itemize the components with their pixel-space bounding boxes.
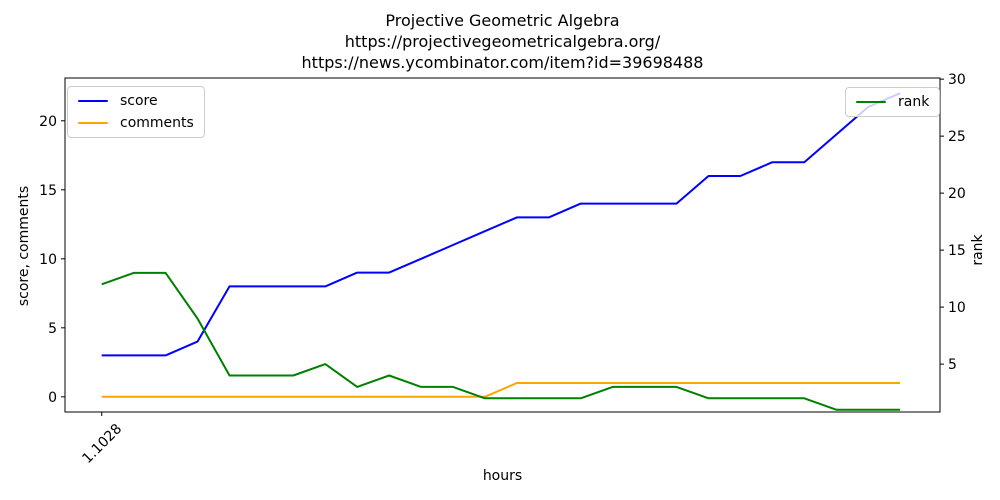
- rank-line: [101, 271, 901, 411]
- y-tick-label-right: 15: [948, 243, 966, 259]
- legend-item-score: score: [78, 93, 194, 109]
- y-tick-label-right: 10: [948, 300, 966, 316]
- legend-score-comments: score comments: [67, 86, 205, 138]
- y-tick-label-right: 30: [948, 72, 966, 88]
- chart-title: Projective Geometric Algebra https://pro…: [65, 10, 940, 73]
- comments-line-swatch: [78, 122, 108, 124]
- legend-label-rank: rank: [898, 94, 930, 110]
- y-tick-label-right: 20: [948, 186, 966, 202]
- y-tick-label-left: 0: [48, 390, 57, 406]
- rank-line-swatch: [856, 101, 886, 103]
- y-tick-label-left: 20: [39, 114, 57, 130]
- legend-item-rank: rank: [856, 94, 929, 110]
- score-line: [101, 92, 901, 357]
- y-axis-label-left: score, comments: [16, 185, 32, 307]
- plot-border: [64, 77, 941, 413]
- legend-label-comments: comments: [120, 115, 194, 131]
- title-line-main: Projective Geometric Algebra: [385, 11, 620, 30]
- title-line-article-url: https://projectivegeometricalgebra.org/: [344, 32, 661, 51]
- comments-line: [101, 382, 901, 398]
- legend-label-score: score: [120, 93, 158, 109]
- y-axis-label-right: rank: [970, 234, 986, 266]
- title-line-hn-url: https://news.ycombinator.com/item?id=396…: [301, 53, 704, 72]
- legend-rank: rank: [845, 87, 941, 117]
- y-tick-label-left: 15: [39, 183, 57, 199]
- y-tick-label-right: 5: [948, 357, 957, 373]
- score-line-swatch: [78, 100, 108, 102]
- y-tick-label-right: 25: [948, 129, 966, 145]
- x-axis-label: hours: [482, 468, 523, 484]
- y-tick-label-left: 5: [48, 321, 57, 337]
- legend-item-comments: comments: [78, 115, 194, 131]
- y-tick-label-left: 10: [39, 252, 57, 268]
